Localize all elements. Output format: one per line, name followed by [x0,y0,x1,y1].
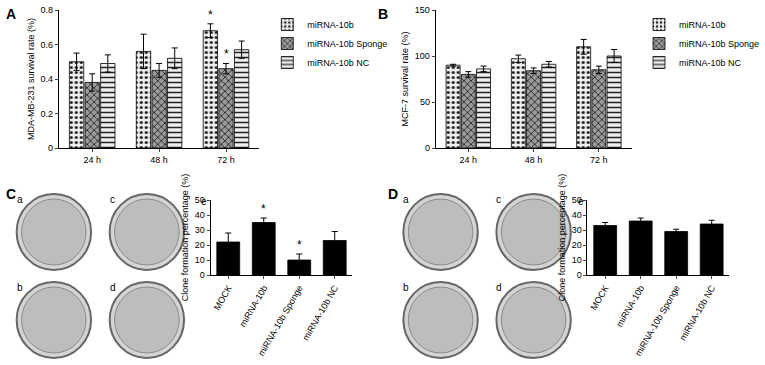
svg-text:48 h: 48 h [525,155,543,165]
svg-text:b: b [403,282,409,293]
svg-text:miRNA-10b NC: miRNA-10b NC [301,283,341,342]
svg-text:a: a [403,194,409,205]
svg-text:100: 100 [415,51,430,61]
svg-text:72 h: 72 h [590,155,608,165]
svg-text:a: a [17,194,23,205]
svg-text:*: * [297,238,302,252]
svg-text:30: 30 [195,225,205,235]
svg-text:miRNA-10b: miRNA-10b [307,20,354,30]
svg-text:c: c [110,194,115,205]
svg-text:miRNA-10b Sponge: miRNA-10b Sponge [633,284,682,358]
svg-text:0.6: 0.6 [40,40,53,50]
svg-text:0: 0 [200,270,205,280]
svg-text:24 h: 24 h [460,155,478,165]
svg-text:C: C [6,186,16,202]
svg-text:0.8: 0.8 [40,5,53,15]
svg-text:30: 30 [572,225,582,235]
svg-text:miRNA-10b Sponge: miRNA-10b Sponge [679,39,759,49]
svg-text:*: * [261,202,266,216]
svg-text:40: 40 [572,210,582,220]
svg-text:miRNA-10b Sponge: miRNA-10b Sponge [307,39,387,49]
svg-text:c: c [496,194,501,205]
svg-text:B: B [378,6,388,22]
svg-text:MDA-MB-231 survival rate (%): MDA-MB-231 survival rate (%) [26,18,36,140]
svg-text:0.4: 0.4 [40,74,53,84]
svg-text:20: 20 [195,240,205,250]
svg-text:miRNA-10b NC: miRNA-10b NC [679,58,742,68]
svg-text:0: 0 [48,143,53,153]
svg-text:Clone formation percentage (%): Clone formation percentage (%) [557,174,567,302]
svg-text:40: 40 [195,210,205,220]
svg-text:d: d [496,282,502,293]
svg-text:A: A [6,6,16,22]
svg-text:D: D [388,186,398,202]
svg-text:72 h: 72 h [217,155,235,165]
svg-text:miRNA-10b: miRNA-10b [679,20,726,30]
svg-text:miRNA-10b NC: miRNA-10b NC [307,58,370,68]
svg-text:0: 0 [425,143,430,153]
svg-text:48 h: 48 h [150,155,168,165]
svg-text:10: 10 [572,255,582,265]
svg-text:Clone formation percentage (%): Clone formation percentage (%) [180,174,190,302]
svg-text:150: 150 [415,5,430,15]
svg-text:50: 50 [195,195,205,205]
svg-text:10: 10 [195,255,205,265]
svg-text:e: e [201,196,207,207]
svg-text:*: * [224,47,229,61]
svg-text:MOCK: MOCK [212,284,234,312]
svg-text:MOCK: MOCK [589,284,611,312]
svg-text:d: d [110,282,116,293]
svg-text:miRNA-10b: miRNA-10b [614,284,646,329]
svg-text:MCF-7 survival rate (%): MCF-7 survival rate (%) [400,31,410,126]
svg-text:0: 0 [577,270,582,280]
svg-text:miRNA-10b NC: miRNA-10b NC [678,283,718,342]
svg-text:24 h: 24 h [83,155,101,165]
svg-text:0.2: 0.2 [40,109,53,119]
svg-text:*: * [208,8,213,22]
svg-text:20: 20 [572,240,582,250]
svg-text:e: e [578,196,584,207]
svg-text:miRNA-10b: miRNA-10b [237,284,269,329]
svg-text:b: b [17,282,23,293]
svg-text:50: 50 [572,195,582,205]
svg-text:miRNA-10b Sponge: miRNA-10b Sponge [256,284,305,358]
svg-text:50: 50 [420,97,430,107]
